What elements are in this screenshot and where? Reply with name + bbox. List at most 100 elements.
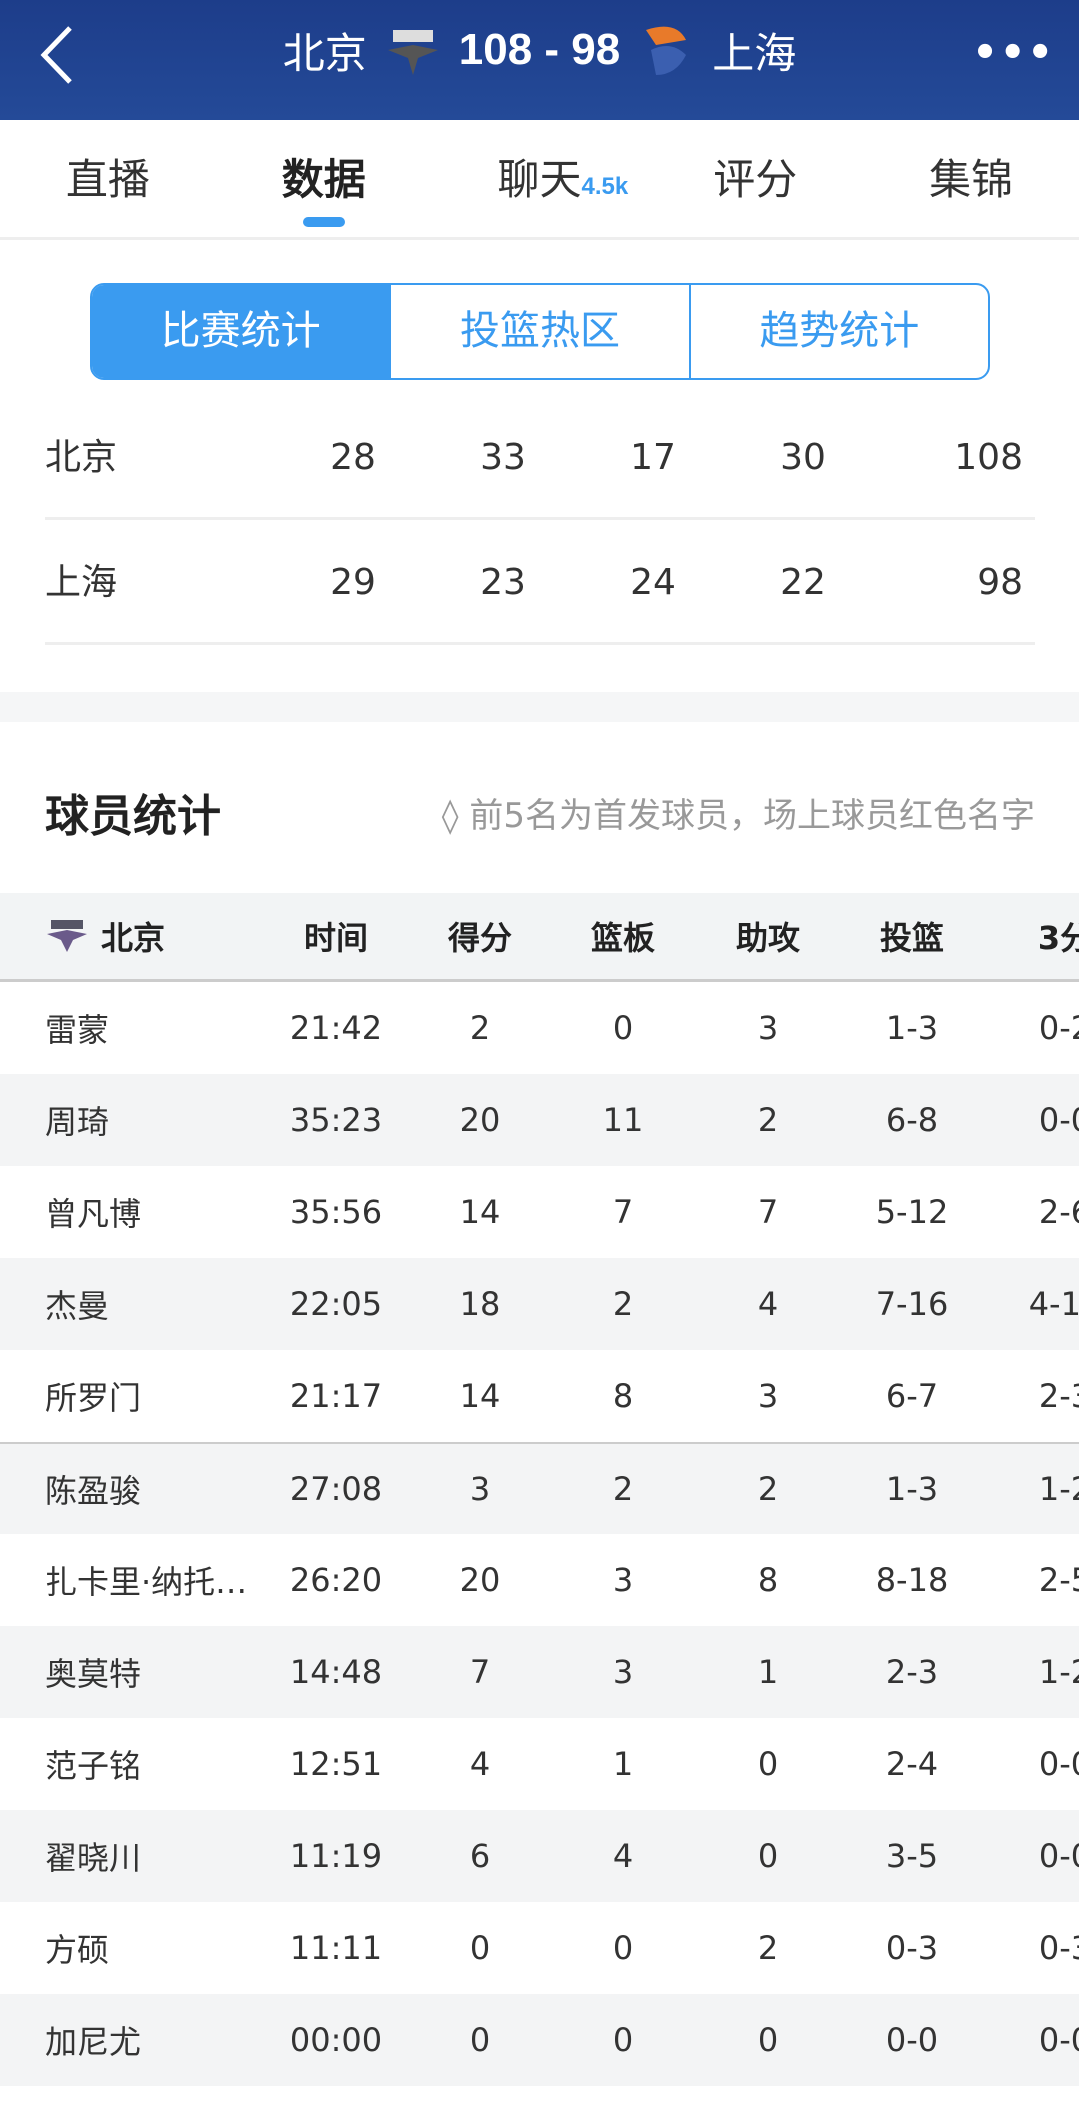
stat-cell: 2-3 [1038, 1377, 1079, 1415]
tab-label: 直播 [65, 155, 150, 204]
stat-cell: 14 [459, 1377, 501, 1415]
player-name[interactable]: 雷蒙 [45, 1011, 110, 1049]
player-name[interactable]: 范子铭 [45, 1747, 142, 1785]
stat-cell: 3 [469, 1470, 491, 1508]
stat-cell: 6 [469, 1837, 491, 1875]
chevron-left-icon[interactable] [30, 20, 90, 90]
stat-cell: 8 [612, 1377, 634, 1415]
segment-shot-chart[interactable]: 投篮热区 [389, 285, 688, 378]
stats-segmented-control: 比赛统计 投篮热区 趋势统计 [90, 283, 990, 380]
column-header[interactable]: 投篮 [879, 919, 944, 957]
player-name[interactable]: 翟晓川 [45, 1839, 142, 1877]
player-name[interactable]: 方硕 [45, 1931, 110, 1969]
stat-cell: 14:48 [289, 1653, 383, 1691]
player-name[interactable]: 奥莫特 [45, 1655, 142, 1693]
stat-cell: 14 [459, 1193, 501, 1231]
stat-cell: 3 [612, 1653, 634, 1691]
section-title: 球员统计 [45, 791, 221, 842]
player-name[interactable]: 所罗门 [45, 1379, 142, 1417]
quarter-score: 17 [630, 437, 676, 478]
tab-label: 集锦 [929, 155, 1014, 204]
stat-cell: 4-10 [1028, 1285, 1079, 1323]
stat-cell: 0-0 [1038, 1101, 1079, 1139]
player-row[interactable]: 方硕 11:11 0 0 2 0-3 0-3 [0, 1902, 1079, 1994]
note-text: 前5名为首发球员，场上球员红色名字 [469, 796, 1035, 836]
stat-cell: 1 [757, 1653, 779, 1691]
stat-cell: 0-3 [1038, 1929, 1079, 1967]
quarter-score: 29 [330, 562, 376, 603]
stat-cell: 1-3 [885, 1009, 939, 1047]
stat-cell: 11 [602, 1101, 644, 1139]
quarter-score: 24 [630, 562, 676, 603]
column-header[interactable]: 助攻 [735, 919, 800, 957]
stat-cell: 0 [757, 2021, 779, 2059]
tab-live[interactable]: 直播 [0, 120, 216, 237]
tab-highlights[interactable]: 集锦 [863, 120, 1079, 237]
stat-cell: 0-0 [1038, 2021, 1079, 2059]
shanghai-team-logo [646, 26, 687, 75]
player-row[interactable]: 奥莫特 14:48 7 3 1 2-3 1-2 [0, 1626, 1079, 1718]
stat-cell: 27:08 [289, 1470, 383, 1508]
beijing-team-logo [387, 30, 438, 75]
player-row[interactable]: 周琦 35:23 20 11 2 6-8 0-0 [0, 1074, 1079, 1166]
stat-cell: 35:56 [289, 1193, 383, 1231]
player-name[interactable]: 曾凡博 [45, 1195, 142, 1233]
tab-label-wrap: 聊天 4.5k [497, 155, 628, 204]
tab-rating[interactable]: 评分 [647, 120, 863, 237]
stat-cell: 8-18 [875, 1561, 949, 1599]
stat-cell: 0-0 [1038, 1837, 1079, 1875]
team-column-header: 北京 [45, 893, 285, 979]
stat-cell: 12:51 [289, 1745, 383, 1783]
stat-cell: 0 [757, 1745, 779, 1783]
player-row[interactable]: 雷蒙 21:42 2 0 3 1-3 0-2 [0, 982, 1079, 1074]
tab-chat[interactable]: 聊天 4.5k [432, 120, 648, 237]
player-row[interactable]: 曾凡博 35:56 14 7 7 5-12 2-6 [0, 1166, 1079, 1258]
player-row[interactable]: 所罗门 21:17 14 8 3 6-7 2-3 [0, 1350, 1079, 1442]
stat-cell: 2-5 [1038, 1561, 1079, 1599]
player-name[interactable]: 杰曼 [45, 1287, 110, 1325]
player-row[interactable]: 翟晓川 11:19 6 4 0 3-5 0-0 [0, 1810, 1079, 1902]
stat-cell: 26:20 [289, 1561, 383, 1599]
player-name[interactable]: 加尼尤 [45, 2023, 142, 2061]
column-header[interactable]: 3分 [1037, 919, 1079, 957]
player-name[interactable]: 周琦 [45, 1103, 110, 1141]
total-score: 108 [954, 437, 1023, 478]
stat-cell: 2-4 [885, 1745, 939, 1783]
column-header[interactable]: 得分 [447, 919, 512, 957]
stat-cell: 21:17 [289, 1377, 383, 1415]
player-row[interactable]: 加尼尤 00:00 0 0 0 0-0 0-0 [0, 1994, 1079, 2086]
tab-data[interactable]: 数据 [216, 120, 432, 237]
segment-trend-stats[interactable]: 趋势统计 [688, 285, 988, 378]
stat-cell: 2 [757, 1101, 779, 1139]
player-row[interactable]: 范子铭 12:51 4 1 0 2-4 0-0 [0, 1718, 1079, 1810]
stat-cell: 21:42 [289, 1009, 383, 1047]
stat-cell: 0-3 [885, 1929, 939, 1967]
stat-cell: 0 [757, 1837, 779, 1875]
stat-cell: 22:05 [289, 1285, 383, 1323]
stat-cell: 3 [757, 1377, 779, 1415]
column-header[interactable]: 时间 [303, 919, 368, 957]
stat-cell: 2 [612, 1470, 634, 1508]
more-icon[interactable]: ••• [972, 30, 1055, 76]
table-header: 北京 时间 得分 篮板 助攻 投篮 3分 [0, 893, 1079, 982]
player-row[interactable]: 陈盈骏 27:08 3 2 2 1-3 1-2 [0, 1442, 1079, 1534]
player-name[interactable]: 陈盈骏 [45, 1472, 142, 1510]
player-row[interactable]: 杰曼 22:05 18 2 4 7-16 4-10 [0, 1258, 1079, 1350]
game-score: 108 - 98 [458, 25, 621, 74]
tab-label: 聊天 [497, 155, 582, 204]
stat-cell: 0-0 [1038, 1745, 1079, 1783]
stat-cell: 7 [469, 1653, 491, 1691]
player-name[interactable]: 扎卡里·纳托… [45, 1563, 248, 1601]
stat-cell: 4 [469, 1745, 491, 1783]
stat-cell: 2 [469, 1009, 491, 1047]
quarter-score: 28 [330, 437, 376, 478]
player-row[interactable]: 扎卡里·纳托… 26:20 20 3 8 8-18 2-5 [0, 1534, 1079, 1626]
column-header[interactable]: 篮板 [590, 919, 655, 957]
quarter-score: 33 [480, 437, 526, 478]
stat-cell: 0-0 [885, 2021, 939, 2059]
stat-cell: 5-12 [875, 1193, 949, 1231]
segment-game-stats[interactable]: 比赛统计 [92, 285, 390, 378]
stat-cell: 2 [612, 1285, 634, 1323]
quarter-score: 23 [480, 562, 526, 603]
main-tabs: 直播 数据 聊天 4.5k 评分 集锦 [0, 120, 1079, 240]
